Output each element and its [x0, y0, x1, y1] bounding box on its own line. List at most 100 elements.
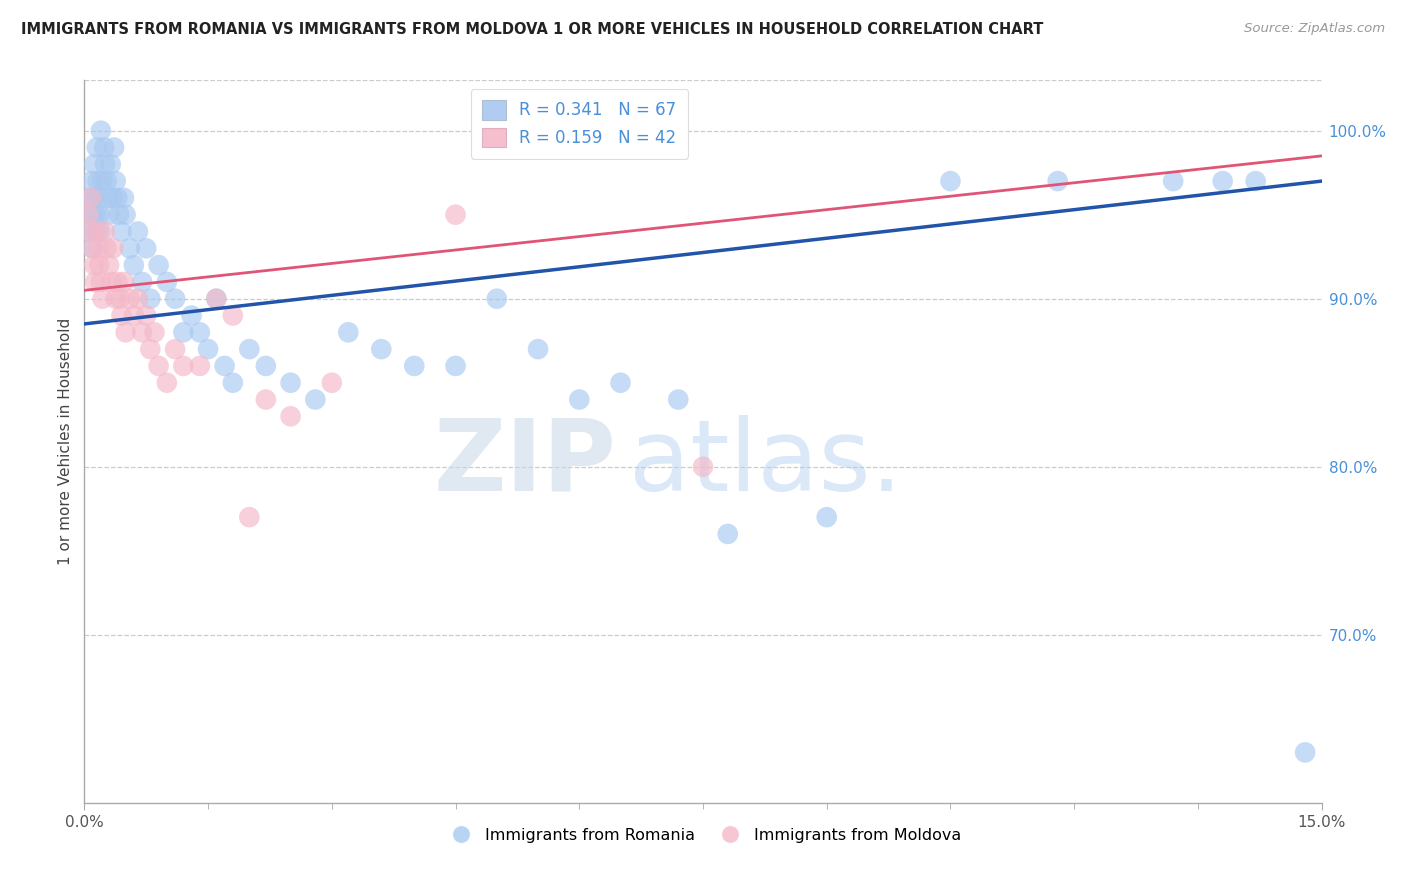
Point: [104, 292, 127, 306]
Point: [222, 376, 245, 390]
Point: [404, 359, 426, 373]
Point: [527, 342, 550, 356]
Point: [91, 174, 114, 188]
Point: [205, 292, 228, 306]
Point: [222, 309, 245, 323]
Point: [1161, 174, 1184, 188]
Point: [89, 225, 111, 239]
Point: [156, 275, 179, 289]
Point: [135, 241, 157, 255]
Point: [80, 208, 103, 222]
Point: [96, 241, 118, 255]
Point: [79, 225, 101, 239]
Point: [83, 157, 105, 171]
Point: [172, 326, 194, 340]
Point: [139, 292, 162, 306]
Point: [84, 275, 107, 289]
Point: [321, 376, 343, 390]
Point: [280, 376, 302, 390]
Point: [165, 342, 187, 356]
Point: [105, 275, 128, 289]
Point: [118, 292, 141, 306]
Text: atlas.: atlas.: [628, 415, 903, 512]
Point: [122, 258, 145, 272]
Point: [135, 309, 157, 323]
Point: [90, 124, 112, 138]
Point: [304, 392, 326, 407]
Point: [692, 459, 714, 474]
Text: Source: ZipAtlas.com: Source: ZipAtlas.com: [1244, 22, 1385, 36]
Point: [370, 342, 392, 356]
Point: [94, 225, 117, 239]
Point: [79, 191, 101, 205]
Point: [815, 510, 838, 524]
Point: [156, 376, 179, 390]
Point: [110, 309, 132, 323]
Point: [80, 174, 103, 188]
Legend: Immigrants from Romania, Immigrants from Moldova: Immigrants from Romania, Immigrants from…: [439, 822, 967, 849]
Point: [165, 292, 187, 306]
Point: [254, 359, 277, 373]
Point: [112, 275, 135, 289]
Point: [188, 326, 211, 340]
Point: [143, 326, 166, 340]
Point: [939, 174, 962, 188]
Point: [717, 527, 740, 541]
Point: [86, 140, 108, 154]
Point: [197, 342, 219, 356]
Point: [84, 225, 107, 239]
Point: [1212, 174, 1234, 188]
Point: [114, 326, 136, 340]
Point: [1046, 174, 1069, 188]
Point: [94, 157, 117, 171]
Point: [337, 326, 360, 340]
Point: [131, 275, 153, 289]
Point: [108, 208, 131, 222]
Point: [89, 258, 111, 272]
Point: [280, 409, 302, 424]
Point: [568, 392, 591, 407]
Point: [122, 309, 145, 323]
Point: [105, 191, 128, 205]
Point: [83, 258, 105, 272]
Y-axis label: 1 or more Vehicles in Household: 1 or more Vehicles in Household: [58, 318, 73, 566]
Point: [1294, 745, 1316, 759]
Point: [103, 140, 125, 154]
Point: [148, 258, 170, 272]
Point: [77, 225, 100, 239]
Point: [82, 191, 104, 205]
Point: [444, 208, 467, 222]
Point: [100, 157, 122, 171]
Point: [127, 292, 149, 306]
Point: [91, 292, 114, 306]
Point: [139, 342, 162, 356]
Point: [112, 191, 135, 205]
Point: [188, 359, 211, 373]
Point: [131, 326, 153, 340]
Point: [254, 392, 277, 407]
Point: [1244, 174, 1267, 188]
Point: [127, 225, 149, 239]
Point: [98, 258, 121, 272]
Text: IMMIGRANTS FROM ROMANIA VS IMMIGRANTS FROM MOLDOVA 1 OR MORE VEHICLES IN HOUSEHO: IMMIGRANTS FROM ROMANIA VS IMMIGRANTS FR…: [21, 22, 1043, 37]
Point: [82, 241, 104, 255]
Point: [172, 359, 194, 373]
Point: [87, 191, 110, 205]
Point: [148, 359, 170, 373]
Point: [108, 292, 131, 306]
Point: [96, 174, 118, 188]
Point: [84, 208, 107, 222]
Point: [205, 292, 228, 306]
Point: [100, 275, 122, 289]
Point: [86, 225, 108, 239]
Point: [609, 376, 631, 390]
Point: [77, 208, 100, 222]
Point: [96, 191, 118, 205]
Point: [238, 510, 260, 524]
Point: [444, 359, 467, 373]
Point: [103, 241, 125, 255]
Point: [93, 140, 115, 154]
Point: [485, 292, 508, 306]
Point: [238, 342, 260, 356]
Point: [110, 225, 132, 239]
